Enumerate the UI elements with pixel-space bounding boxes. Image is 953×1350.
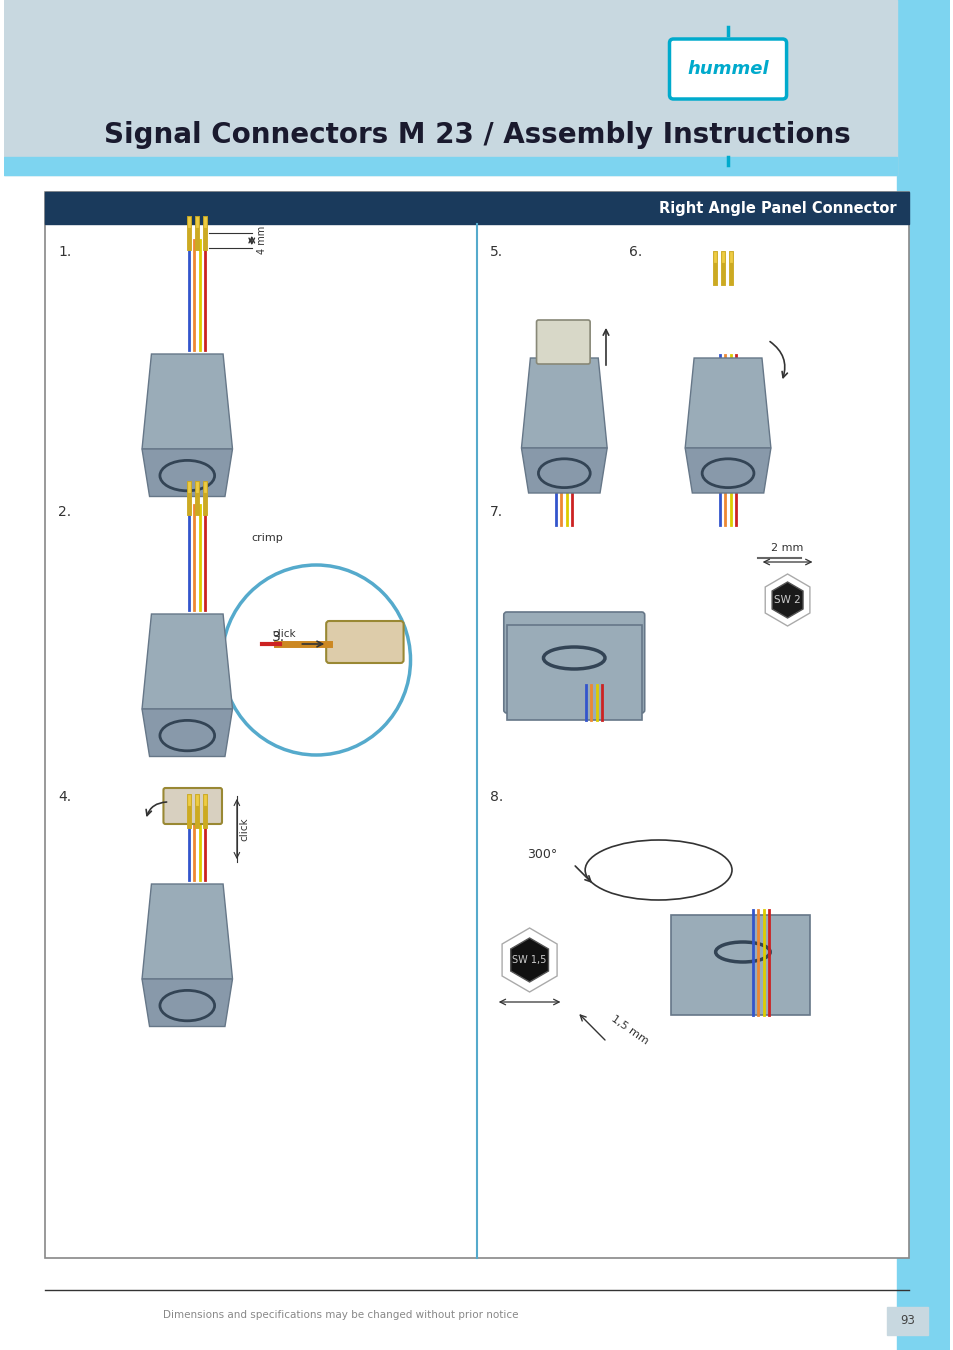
Polygon shape bbox=[142, 709, 233, 756]
Bar bbox=[671, 915, 809, 1015]
Polygon shape bbox=[142, 450, 233, 497]
FancyBboxPatch shape bbox=[669, 39, 786, 99]
Polygon shape bbox=[764, 574, 809, 626]
Text: hummel: hummel bbox=[686, 59, 768, 78]
FancyBboxPatch shape bbox=[163, 788, 222, 824]
Polygon shape bbox=[684, 448, 770, 493]
Bar bbox=[4, 157, 896, 176]
Circle shape bbox=[222, 566, 410, 755]
Polygon shape bbox=[142, 614, 233, 709]
Polygon shape bbox=[510, 938, 548, 981]
Text: 93: 93 bbox=[900, 1315, 914, 1327]
Polygon shape bbox=[521, 448, 606, 493]
Bar bbox=[46, 192, 907, 1258]
Polygon shape bbox=[771, 582, 802, 618]
FancyBboxPatch shape bbox=[536, 320, 590, 364]
Text: Dimensions and specifications may be changed without prior notice: Dimensions and specifications may be cha… bbox=[163, 1310, 518, 1320]
Text: 3.: 3. bbox=[272, 630, 284, 644]
Bar bbox=[886, 1307, 927, 1335]
Bar bbox=[506, 625, 641, 720]
Text: 1,5 mm: 1,5 mm bbox=[608, 1014, 649, 1046]
Text: 7.: 7. bbox=[490, 505, 502, 518]
Polygon shape bbox=[142, 884, 233, 979]
Polygon shape bbox=[501, 927, 557, 992]
Text: click: click bbox=[239, 817, 250, 841]
Text: click: click bbox=[273, 629, 296, 639]
Text: crimp: crimp bbox=[252, 533, 283, 543]
Text: SW 2: SW 2 bbox=[774, 595, 801, 605]
Bar bbox=[46, 192, 907, 224]
Text: 2 mm: 2 mm bbox=[771, 543, 803, 554]
Text: 4.: 4. bbox=[58, 790, 71, 805]
Text: 5.: 5. bbox=[490, 244, 502, 259]
Text: Right Angle Panel Connector: Right Angle Panel Connector bbox=[659, 201, 896, 216]
Polygon shape bbox=[684, 358, 770, 448]
Text: 300°: 300° bbox=[527, 849, 557, 861]
Text: 1.: 1. bbox=[58, 244, 71, 259]
Text: SW 1,5: SW 1,5 bbox=[512, 954, 546, 965]
FancyBboxPatch shape bbox=[503, 612, 644, 713]
Bar bbox=[896, 0, 949, 1350]
Polygon shape bbox=[521, 358, 606, 448]
Text: Signal Connectors M 23 / Assembly Instructions: Signal Connectors M 23 / Assembly Instru… bbox=[104, 122, 849, 148]
Bar bbox=[4, 0, 896, 176]
Polygon shape bbox=[142, 979, 233, 1026]
Text: 2.: 2. bbox=[58, 505, 71, 518]
FancyBboxPatch shape bbox=[326, 621, 403, 663]
Text: 4 mm: 4 mm bbox=[256, 225, 267, 254]
Polygon shape bbox=[142, 354, 233, 450]
Text: 6.: 6. bbox=[628, 244, 641, 259]
Text: 8.: 8. bbox=[490, 790, 502, 805]
